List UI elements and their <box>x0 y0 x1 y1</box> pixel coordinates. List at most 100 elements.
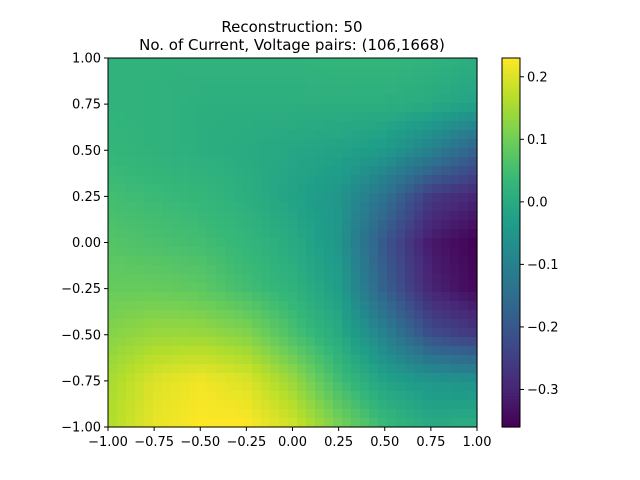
heatmap-cell <box>378 355 388 365</box>
heatmap-cell <box>441 121 451 131</box>
heatmap-cell <box>315 67 325 77</box>
colorbar-segment <box>502 165 520 170</box>
heatmap-cell <box>162 364 172 374</box>
heatmap-cell <box>108 301 118 311</box>
heatmap-cell <box>351 301 361 311</box>
heatmap-cell <box>468 67 478 77</box>
heatmap-cell <box>198 400 208 410</box>
heatmap-cell <box>153 373 163 383</box>
heatmap-cell <box>306 391 316 401</box>
colorbar-segment <box>502 162 520 167</box>
y-tick-label: 0.00 <box>72 236 101 251</box>
heatmap-cell <box>297 319 307 329</box>
heatmap-cell <box>270 157 280 167</box>
colorbar-segment <box>502 94 520 99</box>
heatmap-cell <box>162 256 172 266</box>
heatmap-cell <box>342 364 352 374</box>
colorbar-segment <box>502 239 520 244</box>
heatmap-cell <box>414 193 424 203</box>
heatmap-cell <box>441 382 451 392</box>
heatmap-cell <box>369 58 379 68</box>
heatmap-cell <box>279 256 289 266</box>
heatmap-cell <box>432 130 442 140</box>
heatmap-cell <box>432 400 442 410</box>
heatmap-cell <box>243 265 253 275</box>
heatmap-cell <box>117 148 127 158</box>
colorbar-segment <box>502 131 520 136</box>
heatmap-cell <box>306 418 316 428</box>
heatmap-cell <box>387 211 397 221</box>
heatmap-cell <box>378 139 388 149</box>
heatmap-cell <box>198 139 208 149</box>
colorbar-segment <box>502 125 520 130</box>
heatmap-cell <box>243 238 253 248</box>
heatmap-cell <box>162 382 172 392</box>
heatmap-cell <box>360 76 370 86</box>
heatmap-cell <box>252 229 262 239</box>
heatmap-cell <box>432 211 442 221</box>
heatmap-cell <box>198 157 208 167</box>
heatmap-cell <box>162 184 172 194</box>
heatmap-cell <box>243 337 253 347</box>
heatmap-cell <box>468 112 478 122</box>
heatmap-cell <box>297 130 307 140</box>
heatmap-cell <box>243 103 253 113</box>
heatmap-cell <box>108 112 118 122</box>
colorbar-segment <box>502 91 520 96</box>
heatmap-cell <box>432 229 442 239</box>
heatmap-cell <box>306 409 316 419</box>
heatmap-cell <box>324 67 334 77</box>
heatmap-cell <box>243 94 253 104</box>
heatmap-cell <box>261 328 271 338</box>
heatmap-cell <box>360 400 370 410</box>
heatmap-cell <box>135 373 145 383</box>
heatmap-cell <box>297 94 307 104</box>
heatmap-cell <box>234 400 244 410</box>
heatmap-cell <box>441 328 451 338</box>
heatmap-cell <box>225 364 235 374</box>
heatmap-cell <box>459 409 469 419</box>
heatmap-cell <box>153 247 163 257</box>
heatmap-cell <box>144 310 154 320</box>
colorbar-segment <box>502 304 520 308</box>
heatmap-cell <box>144 229 154 239</box>
heatmap-cell <box>117 175 127 185</box>
heatmap-cell <box>162 175 172 185</box>
heatmap-cells <box>108 58 478 428</box>
heatmap-cell <box>270 166 280 176</box>
heatmap-cell <box>126 112 136 122</box>
heatmap-cell <box>288 346 298 356</box>
heatmap-cell <box>126 364 136 374</box>
heatmap-cell <box>108 391 118 401</box>
heatmap-cell <box>297 337 307 347</box>
heatmap-cell <box>207 328 217 338</box>
heatmap-cell <box>396 130 406 140</box>
heatmap-cell <box>153 292 163 302</box>
heatmap-cell <box>450 310 460 320</box>
heatmap-cell <box>414 400 424 410</box>
heatmap-cell <box>315 157 325 167</box>
heatmap-cell <box>180 184 190 194</box>
heatmap-cell <box>387 130 397 140</box>
heatmap-cell <box>432 202 442 212</box>
heatmap-cell <box>459 85 469 95</box>
colorbar-segment <box>502 257 520 262</box>
heatmap-cell <box>441 139 451 149</box>
heatmap-cell <box>234 85 244 95</box>
heatmap-cell <box>342 418 352 428</box>
heatmap-cell <box>450 274 460 284</box>
heatmap-cell <box>126 175 136 185</box>
heatmap-cell <box>378 274 388 284</box>
heatmap-cell <box>360 130 370 140</box>
heatmap-cell <box>351 337 361 347</box>
heatmap-cell <box>198 256 208 266</box>
heatmap-cell <box>180 238 190 248</box>
heatmap-cell <box>288 58 298 68</box>
heatmap-cell <box>351 139 361 149</box>
heatmap-cell <box>315 175 325 185</box>
heatmap-cell <box>108 121 118 131</box>
heatmap-cell <box>126 283 136 293</box>
heatmap-cell <box>288 193 298 203</box>
heatmap-cell <box>342 265 352 275</box>
heatmap-cell <box>270 310 280 320</box>
